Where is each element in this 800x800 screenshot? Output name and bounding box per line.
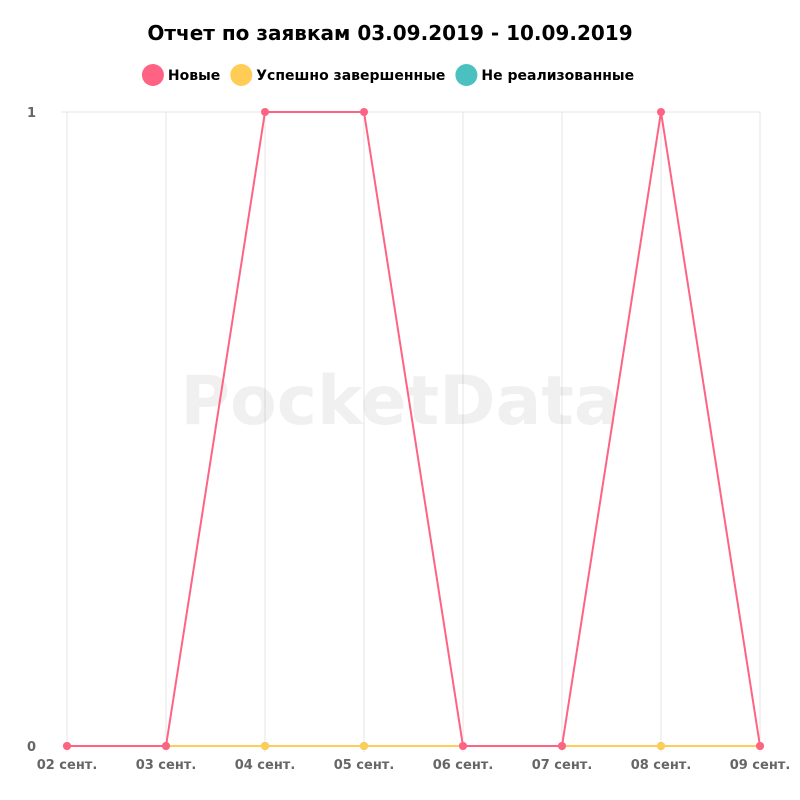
legend-item[interactable]: Успешно завершенные — [230, 64, 445, 86]
x-tick-label: 04 сент. — [235, 758, 296, 773]
data-point[interactable] — [261, 742, 269, 750]
data-point[interactable] — [162, 742, 170, 750]
x-tick-label: 08 сент. — [631, 758, 692, 773]
data-point[interactable] — [756, 742, 764, 750]
legend-label: Не реализованные — [481, 68, 634, 84]
legend-label: Новые — [168, 68, 220, 84]
x-tick-label: 02 сент. — [37, 758, 98, 773]
legend-swatch — [141, 64, 164, 86]
data-point[interactable] — [360, 108, 368, 116]
x-tick-label: 06 сент. — [433, 758, 494, 773]
data-point[interactable] — [558, 742, 566, 750]
x-tick-label: 03 сент. — [136, 758, 197, 773]
x-tick-label: 05 сент. — [334, 758, 395, 773]
y-tick-label: 0 — [27, 740, 36, 755]
series — [63, 108, 764, 750]
data-point[interactable] — [657, 742, 665, 750]
x-axis: 02 сент. 03 сент. 04 сент. 05 сент. 06 сент.… — [37, 758, 791, 773]
data-point[interactable] — [657, 108, 665, 116]
x-tick-label: 07 сент. — [532, 758, 593, 773]
data-point[interactable] — [63, 742, 71, 750]
series-line — [67, 111, 761, 747]
data-point[interactable] — [261, 108, 269, 116]
watermark: PocketData — [180, 362, 620, 441]
chart-title: Отчет по заявкам 03.09.2019 - 10.09.2019 — [147, 21, 632, 45]
x-tick-label: 09 сент. — [730, 758, 791, 773]
legend-item[interactable]: Новые — [141, 64, 220, 86]
legend-swatch — [230, 64, 253, 86]
legend-item[interactable]: Не реализованные — [455, 64, 634, 86]
legend-swatch — [455, 64, 478, 86]
legend: Новые Успешно завершенные Не реализованные — [141, 64, 634, 86]
data-point[interactable] — [360, 742, 368, 750]
series-layer — [63, 108, 764, 750]
y-axis: 01 — [27, 106, 36, 755]
legend-label: Успешно завершенные — [256, 68, 445, 84]
data-point[interactable] — [459, 742, 467, 750]
y-tick-label: 1 — [27, 106, 36, 121]
